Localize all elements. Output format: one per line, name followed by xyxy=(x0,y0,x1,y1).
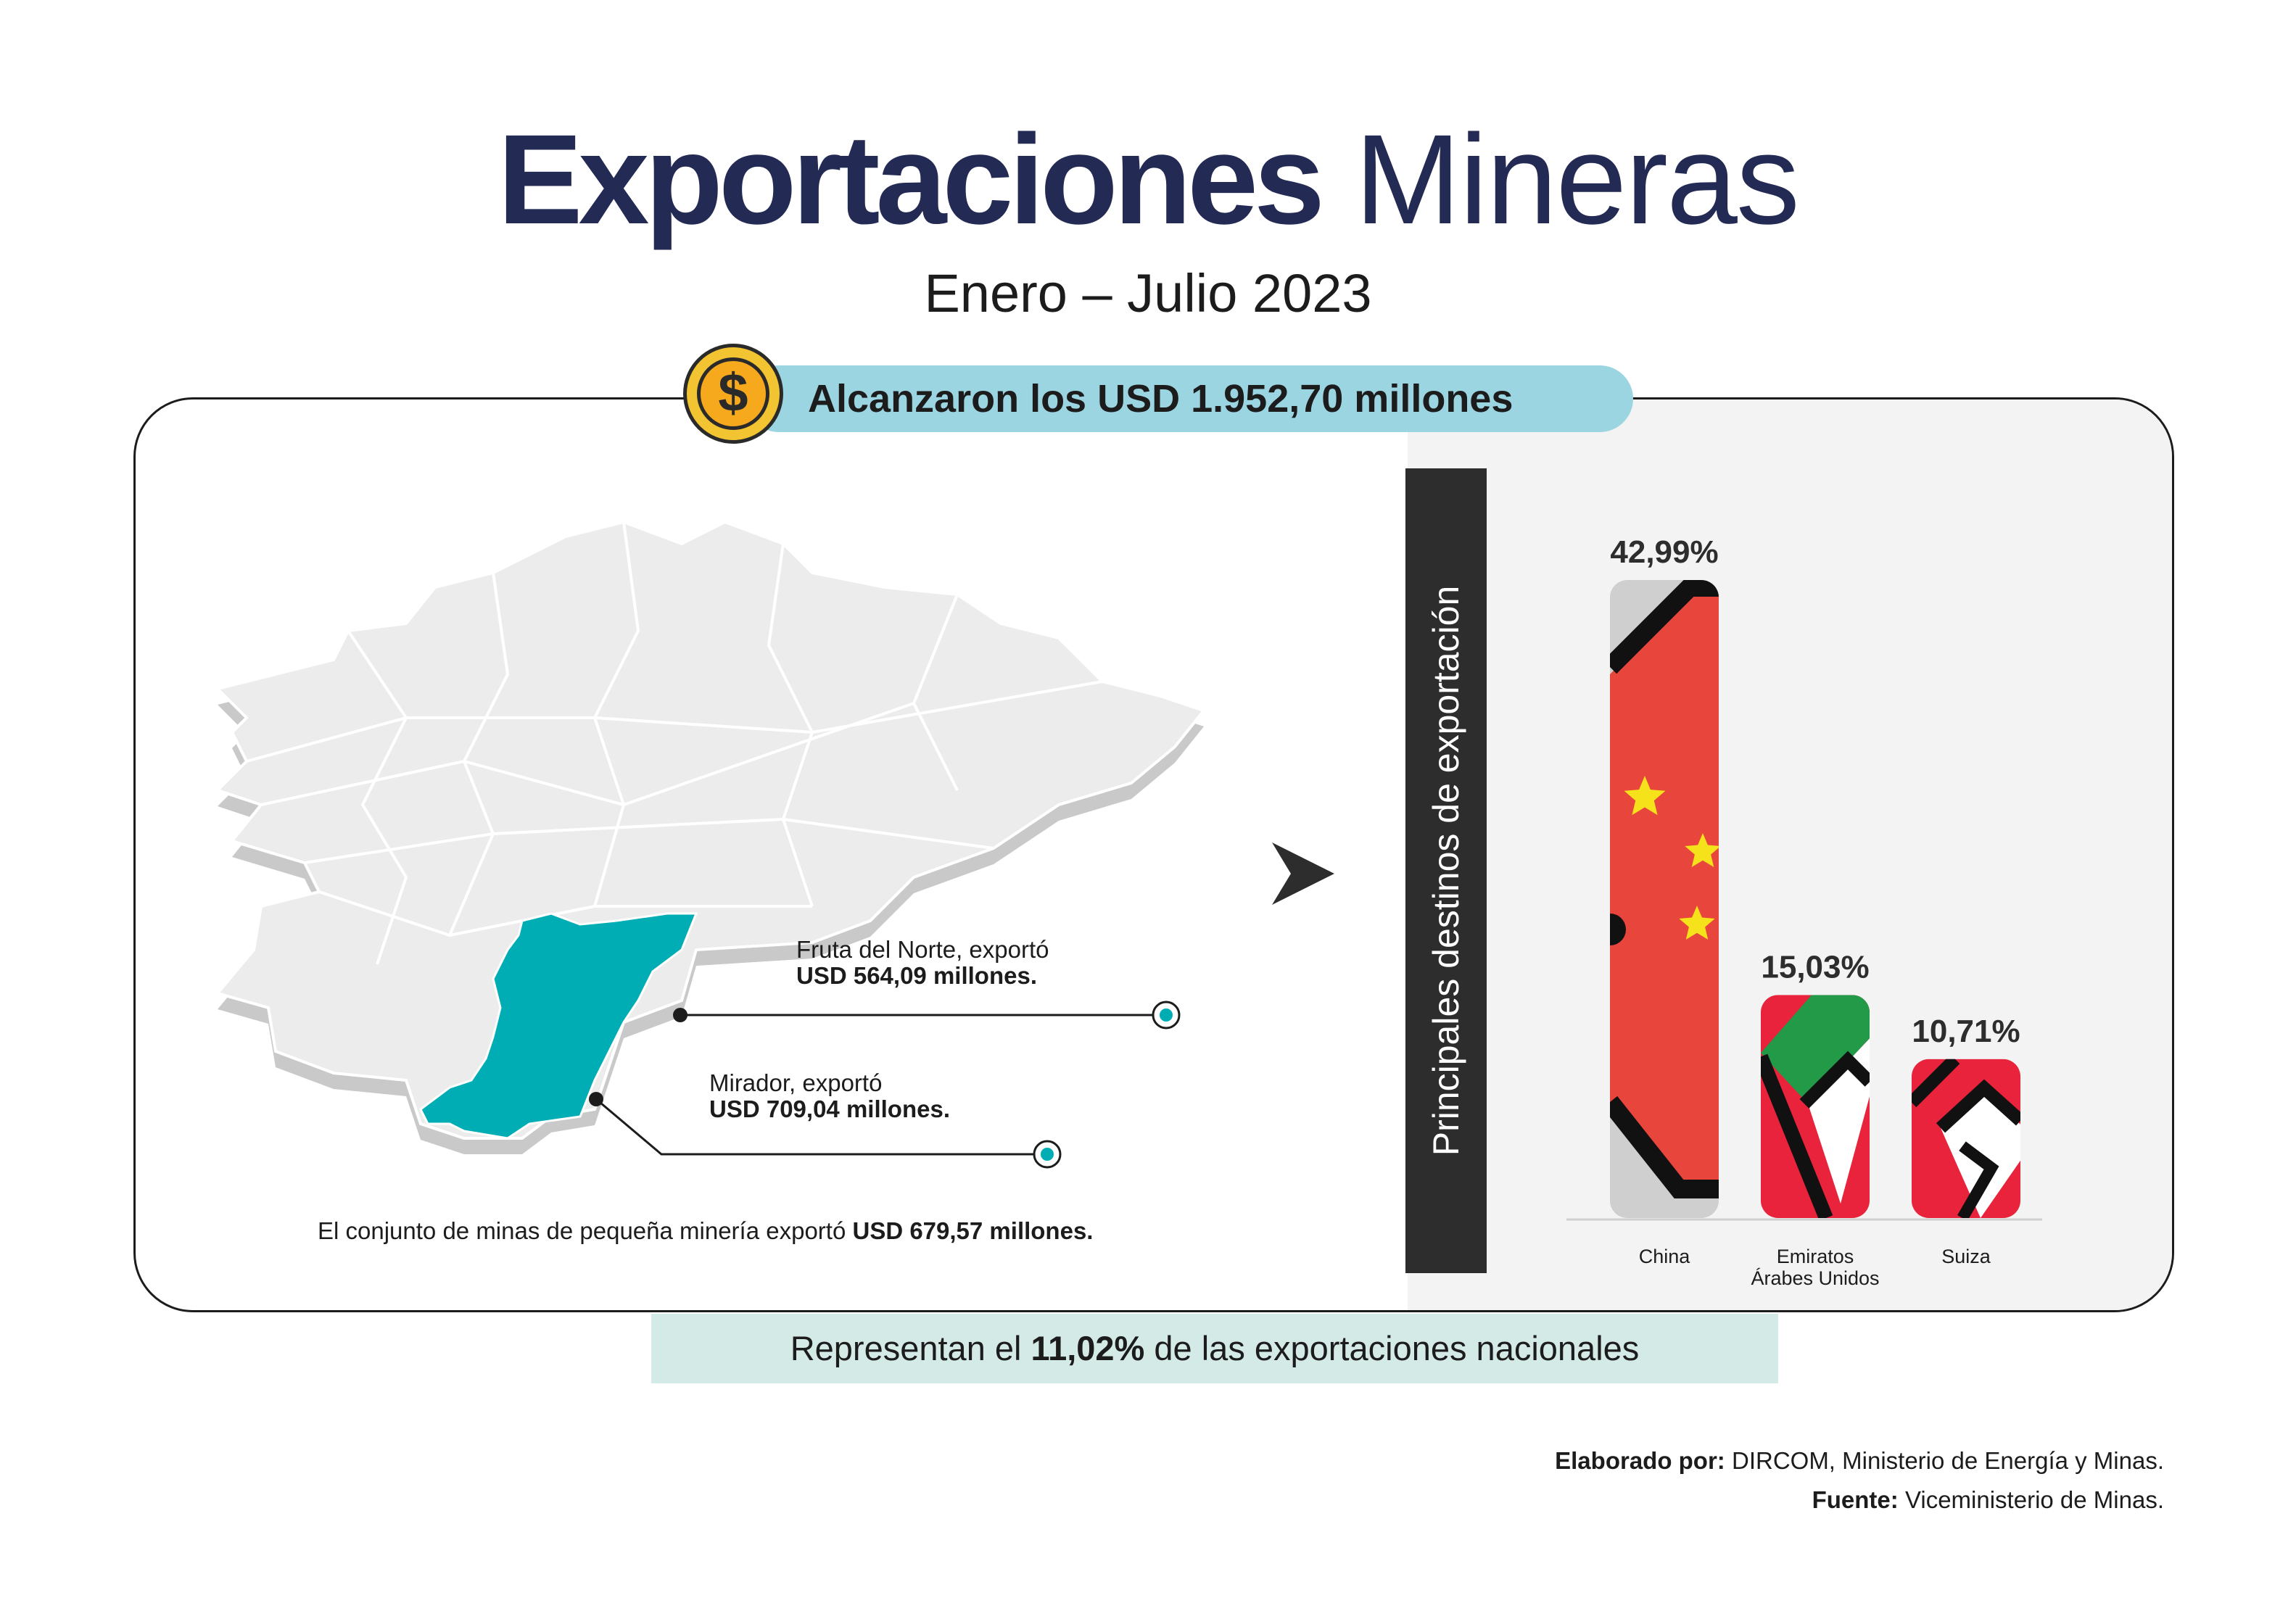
small-mining-note: El conjunto de minas de pequeña minería … xyxy=(318,1218,1093,1244)
arrow-right-icon xyxy=(1272,842,1334,905)
credit-label: Elaborado por: xyxy=(1555,1447,1725,1474)
mirador-note-amount: USD 709,04 millones. xyxy=(709,1096,950,1122)
bar-china xyxy=(1610,580,1719,1218)
title-bold: Exportaciones xyxy=(497,109,1325,251)
fruta-note: Fruta del Norte, exportó USD 564,09 mill… xyxy=(796,937,1049,989)
small-mining-amount: USD 679,57 millones. xyxy=(852,1217,1094,1244)
ecuador-map xyxy=(215,520,1207,1154)
share-value: 11,02% xyxy=(1031,1329,1145,1367)
mirador-note-line1: Mirador, exportó xyxy=(709,1069,883,1096)
fruta-note-amount: USD 564,09 millones. xyxy=(796,962,1037,989)
bar-emiratos-rabes-unidos xyxy=(1761,995,1870,1219)
source-line: Fuente: Viceministerio de Minas. xyxy=(1555,1480,2164,1520)
source-text: Viceministerio de Minas. xyxy=(1898,1486,2164,1513)
title-light: Mineras xyxy=(1354,109,1800,251)
share-prefix: Representan el xyxy=(790,1329,1031,1367)
coin-glyph: $ xyxy=(697,357,769,430)
national-share-banner: Representan el 11,02% de las exportacion… xyxy=(651,1314,1778,1383)
value-label-0: 42,99% xyxy=(1610,534,1718,570)
category-label-2-0: Suiza xyxy=(1941,1246,1991,1267)
total-text: Alcanzaron los USD 1.952,70 millones xyxy=(808,377,1514,421)
total-banner xyxy=(746,365,1633,432)
small-mining-text: El conjunto de minas de pequeña minería … xyxy=(318,1217,853,1244)
page-title: Exportaciones Mineras xyxy=(0,116,2296,244)
map-mining-highlight xyxy=(419,912,698,1140)
category-label-1-0: Emiratos xyxy=(1777,1246,1854,1267)
value-label-1: 15,03% xyxy=(1761,949,1869,985)
credits: Elaborado por: DIRCOM, Ministerio de Ene… xyxy=(1555,1441,2164,1520)
category-label-0-0: China xyxy=(1639,1246,1691,1267)
map-country xyxy=(215,520,1207,1140)
share-suffix: de las exportaciones nacionales xyxy=(1144,1329,1640,1367)
credit-line: Elaborado por: DIRCOM, Ministerio de Ene… xyxy=(1555,1441,2164,1480)
fruta-note-line1: Fruta del Norte, exportó xyxy=(796,936,1049,963)
category-label-1-1: Árabes Unidos xyxy=(1751,1267,1879,1289)
credit-text: DIRCOM, Ministerio de Energía y Minas. xyxy=(1725,1447,2164,1474)
title-block: Exportaciones Mineras Enero – Julio 2023 xyxy=(0,116,2296,324)
source-label: Fuente: xyxy=(1812,1486,1899,1513)
side-label-bar xyxy=(1405,468,1487,1273)
side-label: Principales destinos de exportación xyxy=(1426,585,1466,1156)
value-label-2: 10,71% xyxy=(1912,1014,2020,1049)
mirador-note: Mirador, exportó USD 709,04 millones. xyxy=(709,1070,950,1122)
dollar-coin-icon: $ xyxy=(683,344,783,444)
bar-suiza xyxy=(1912,1059,2020,1219)
page-subtitle: Enero – Julio 2023 xyxy=(924,263,1372,323)
